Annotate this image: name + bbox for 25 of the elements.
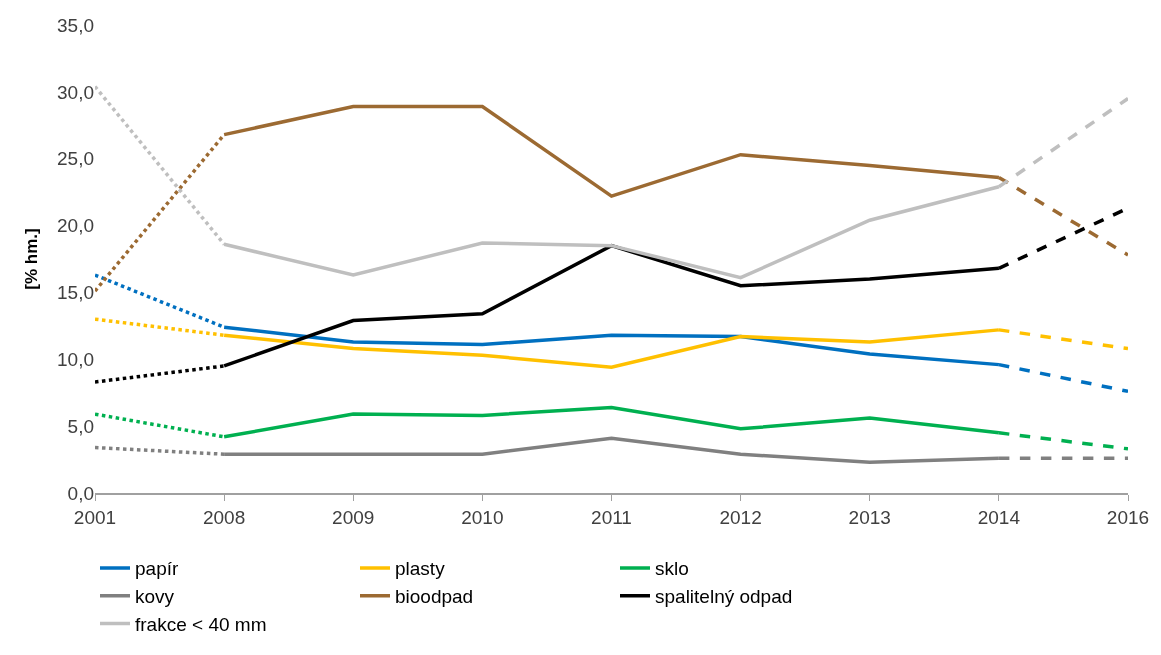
y-tick-label: 10,0 [57, 348, 94, 370]
y-tick-label: 20,0 [57, 215, 94, 237]
legend-label: plasty [395, 558, 446, 580]
x-tick-label: 2008 [202, 506, 246, 528]
y-tick-label: 0,0 [67, 482, 94, 504]
y-axis-title: [% hm.] [21, 228, 41, 290]
x-tick-label: 2012 [719, 506, 762, 528]
x-tick-label: 2001 [73, 506, 117, 528]
legend-label: papír [135, 558, 179, 580]
x-tick-label: 2011 [591, 506, 632, 528]
legend-label: spalitelný odpad [655, 586, 793, 608]
legend-label: bioodpad [395, 586, 474, 608]
legend-label: sklo [655, 558, 689, 580]
y-tick-label: 15,0 [57, 282, 94, 304]
y-tick-label: 25,0 [57, 148, 94, 170]
x-tick-label: 2014 [977, 506, 1021, 528]
legend-label: frakce < 40 mm [135, 613, 267, 635]
x-tick-label: 2009 [332, 506, 375, 528]
x-tick-label: 2013 [848, 506, 891, 528]
y-tick-label: 30,0 [57, 81, 94, 103]
x-tick-label: 2016 [1106, 506, 1150, 528]
x-tick-label: 2010 [461, 506, 504, 528]
legend-label: kovy [135, 586, 175, 608]
y-tick-label: 35,0 [57, 14, 94, 36]
y-tick-label: 5,0 [67, 415, 94, 437]
